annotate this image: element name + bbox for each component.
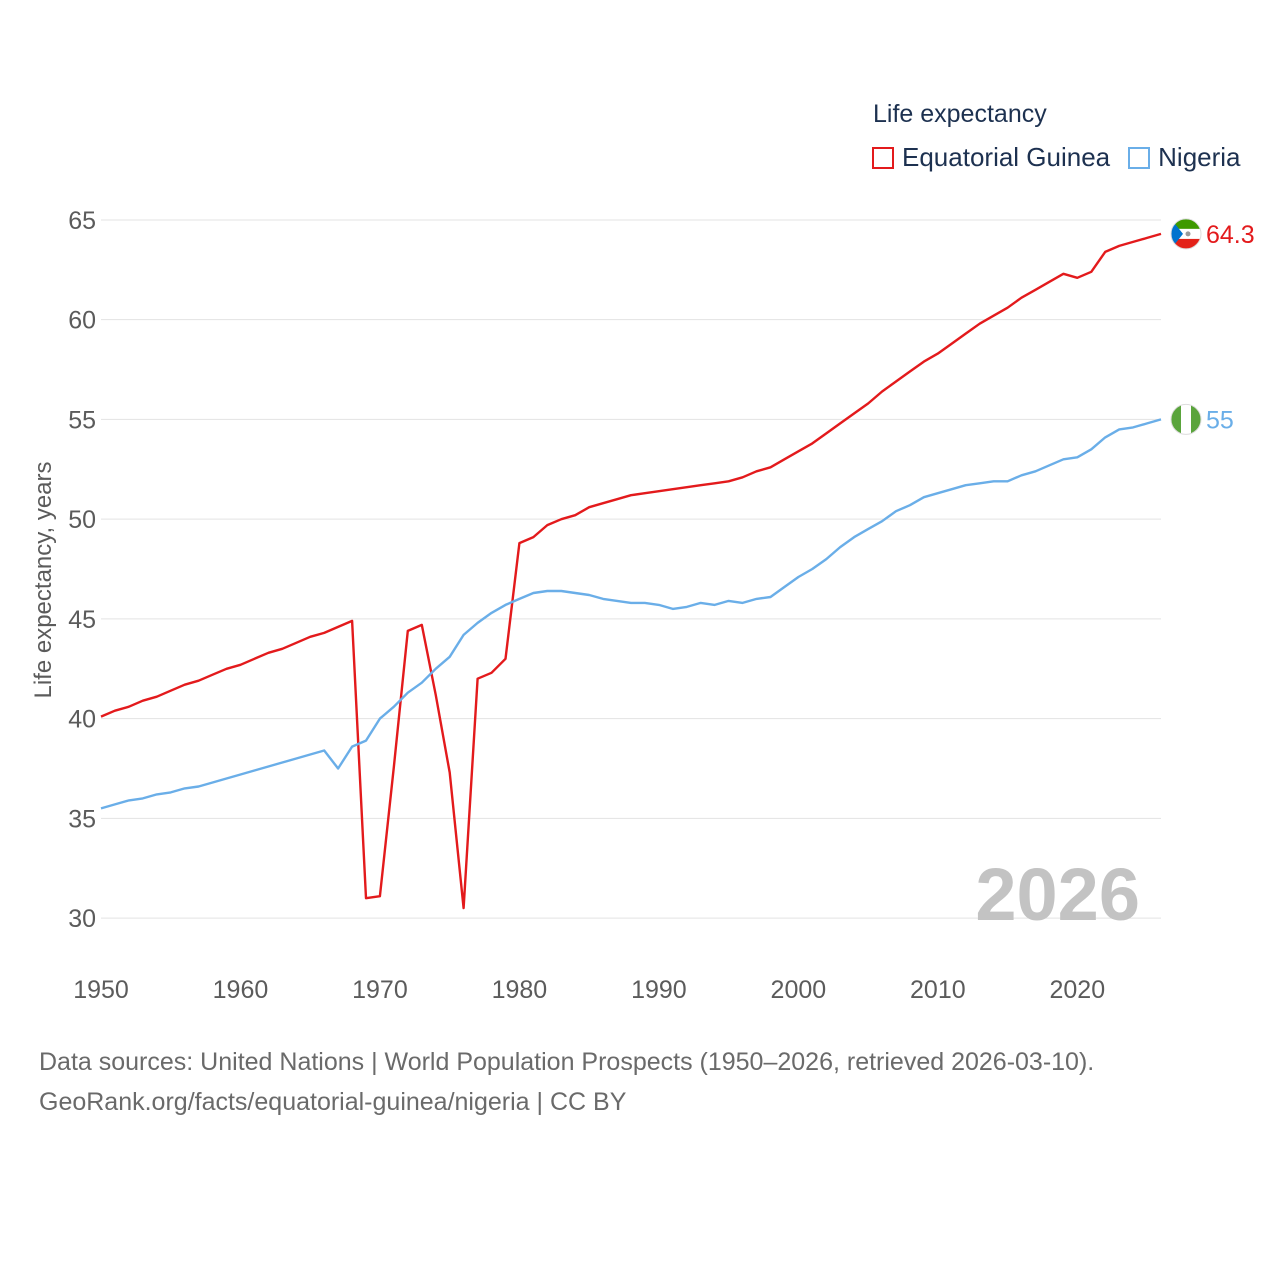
x-tick-label: 1990 (631, 976, 687, 1004)
year-watermark: 2026 (975, 853, 1140, 936)
end-value-label-nigeria: 55 (1206, 406, 1234, 434)
legend-item-equatorial-guinea[interactable]: Equatorial Guinea (872, 142, 1110, 173)
series-line-nigeria[interactable] (100, 418, 1162, 810)
legend-label-equatorial-guinea: Equatorial Guinea (902, 142, 1111, 172)
legend-label-nigeria: Nigeria (1158, 142, 1241, 172)
y-axis-ticks: 30 35 40 45 50 55 60 65 (68, 207, 96, 933)
legend-title: Life expectancy (873, 100, 1047, 128)
data-sources: Data sources: United Nations | World Pop… (39, 1042, 1094, 1122)
y-tick-label: 40 (68, 706, 96, 734)
x-tick-label: 1960 (213, 976, 269, 1004)
end-markers: 64.3 55 (1170, 218, 1255, 435)
legend: Equatorial Guinea Nigeria (872, 142, 1259, 173)
x-tick-label: 1980 (492, 976, 548, 1004)
x-tick-label: 2010 (910, 976, 966, 1004)
y-tick-label: 55 (68, 406, 96, 434)
flag-icon-nigeria (1170, 403, 1202, 435)
flag-icon-equatorial-guinea (1170, 218, 1202, 250)
y-tick-label: 60 (68, 307, 96, 335)
series-line-equatorial-guinea[interactable] (100, 232, 1162, 910)
legend-swatch-nigeria (1128, 146, 1151, 169)
y-tick-label: 35 (68, 805, 96, 833)
end-value-label-equatorial-guinea: 64.3 (1206, 221, 1255, 249)
y-axis-label: Life expectancy, years (30, 461, 57, 698)
x-tick-label: 1970 (352, 976, 408, 1004)
y-tick-label: 65 (68, 207, 96, 235)
y-tick-label: 30 (68, 905, 96, 933)
x-axis-ticks: 1950 1960 1970 1980 1990 2000 2010 2020 (73, 976, 1105, 1004)
y-tick-label: 45 (68, 606, 96, 634)
x-tick-label: 1950 (73, 976, 129, 1004)
x-tick-label: 2000 (771, 976, 827, 1004)
gridlines (101, 219, 1161, 919)
x-tick-label: 2020 (1050, 976, 1106, 1004)
series-lines (100, 232, 1162, 910)
y-tick-label: 50 (68, 506, 96, 534)
legend-swatch-equatorial-guinea (872, 146, 894, 169)
sources-line-2[interactable]: GeoRank.org/facts/equatorial-guinea/nige… (39, 1088, 627, 1116)
sources-line-1: Data sources: United Nations | World Pop… (39, 1048, 1095, 1076)
legend-item-nigeria[interactable]: Nigeria (1128, 142, 1241, 173)
